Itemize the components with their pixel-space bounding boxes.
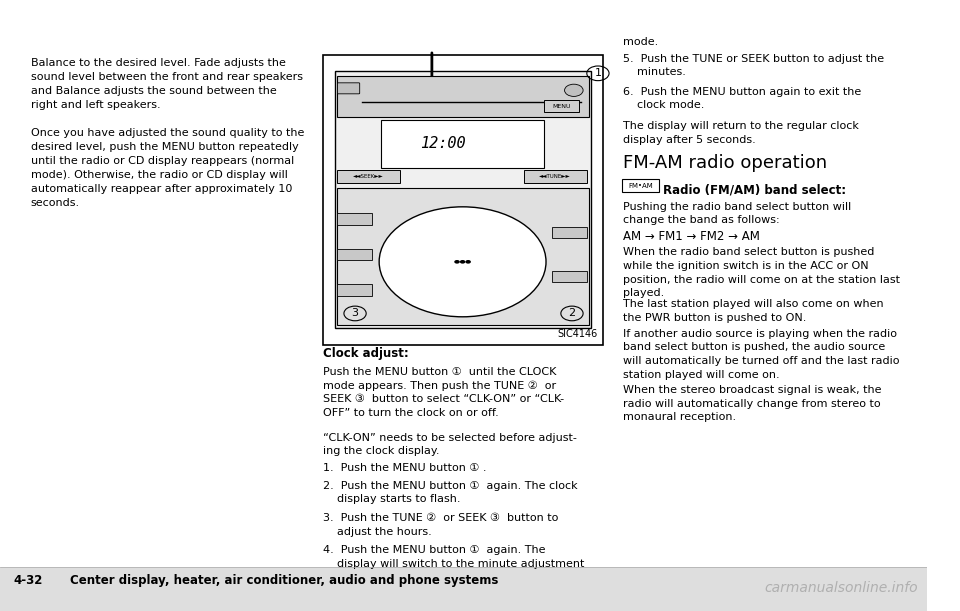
Text: ◄◄SEEK►►: ◄◄SEEK►► (352, 174, 383, 179)
Text: 4.  Push the MENU button ①  again. The
    display will switch to the minute adj: 4. Push the MENU button ① again. The dis… (323, 545, 584, 569)
Text: Push the MENU button ①  until the CLOCK
mode appears. Then push the TUNE ②  or
S: Push the MENU button ① until the CLOCK m… (323, 367, 564, 418)
Text: 2: 2 (568, 309, 576, 318)
Circle shape (454, 260, 460, 264)
FancyBboxPatch shape (337, 249, 372, 260)
Text: When the radio band select button is pushed
while the ignition switch is in the : When the radio band select button is pus… (623, 247, 900, 298)
Text: MENU: MENU (553, 104, 571, 109)
FancyBboxPatch shape (544, 100, 580, 112)
Text: If another audio source is playing when the radio
band select button is pushed, : If another audio source is playing when … (623, 329, 900, 379)
FancyBboxPatch shape (337, 83, 360, 94)
Circle shape (460, 260, 466, 264)
Text: 6.  Push the MENU button again to exit the
    clock mode.: 6. Push the MENU button again to exit th… (623, 87, 861, 111)
Text: 4-32: 4-32 (13, 574, 43, 587)
Text: FM•AM: FM•AM (628, 183, 653, 189)
Circle shape (402, 222, 522, 301)
Text: 1.  Push the MENU button ① .: 1. Push the MENU button ① . (323, 463, 486, 472)
FancyBboxPatch shape (381, 120, 544, 168)
FancyBboxPatch shape (552, 227, 587, 238)
Text: carmanualsonline.info: carmanualsonline.info (764, 581, 918, 595)
Text: 5.  Push the TUNE or SEEK button to adjust the
    minutes.: 5. Push the TUNE or SEEK button to adjus… (623, 54, 884, 78)
Text: The display will return to the regular clock
display after 5 seconds.: The display will return to the regular c… (623, 121, 859, 145)
FancyBboxPatch shape (552, 271, 587, 282)
Text: When the stereo broadcast signal is weak, the
radio will automatically change fr: When the stereo broadcast signal is weak… (623, 385, 881, 422)
Text: 2.  Push the MENU button ①  again. The clock
    display starts to flash.: 2. Push the MENU button ① again. The clo… (323, 481, 577, 505)
FancyBboxPatch shape (337, 285, 372, 296)
Text: 12:00: 12:00 (420, 136, 466, 151)
Text: mode.: mode. (623, 37, 659, 46)
Circle shape (564, 84, 583, 97)
Text: “CLK-ON” needs to be selected before adjust-
ing the clock display.: “CLK-ON” needs to be selected before adj… (323, 433, 577, 456)
Circle shape (466, 260, 471, 264)
Text: 3: 3 (351, 309, 358, 318)
FancyBboxPatch shape (524, 170, 587, 183)
Text: Center display, heater, air conditioner, audio and phone systems: Center display, heater, air conditioner,… (69, 574, 498, 587)
FancyBboxPatch shape (337, 213, 372, 225)
FancyBboxPatch shape (335, 71, 590, 328)
Circle shape (379, 207, 546, 316)
Text: 1: 1 (594, 68, 601, 78)
Text: SIC4146: SIC4146 (558, 329, 598, 339)
FancyBboxPatch shape (337, 188, 588, 325)
Text: FM-AM radio operation: FM-AM radio operation (623, 154, 828, 172)
Text: Clock adjust:: Clock adjust: (323, 347, 408, 360)
Text: Balance to the desired level. Fade adjusts the
sound level between the front and: Balance to the desired level. Fade adjus… (31, 58, 302, 110)
Text: Radio (FM/AM) band select:: Radio (FM/AM) band select: (662, 183, 846, 196)
FancyBboxPatch shape (0, 567, 927, 611)
FancyBboxPatch shape (323, 55, 603, 345)
Text: Once you have adjusted the sound quality to the
desired level, push the MENU but: Once you have adjusted the sound quality… (31, 128, 304, 208)
FancyBboxPatch shape (337, 76, 588, 117)
Text: ◄◄TUNE►►: ◄◄TUNE►► (540, 174, 571, 179)
Text: The last station played will also come on when
the PWR button is pushed to ON.: The last station played will also come o… (623, 299, 883, 323)
FancyBboxPatch shape (622, 179, 660, 192)
Circle shape (431, 241, 494, 283)
Text: Pushing the radio band select button will
change the band as follows:: Pushing the radio band select button wil… (623, 202, 852, 225)
Text: AM → FM1 → FM2 → AM: AM → FM1 → FM2 → AM (623, 230, 760, 243)
Text: 3.  Push the TUNE ②  or SEEK ③  button to
    adjust the hours.: 3. Push the TUNE ② or SEEK ③ button to a… (323, 513, 558, 537)
FancyBboxPatch shape (337, 170, 399, 183)
